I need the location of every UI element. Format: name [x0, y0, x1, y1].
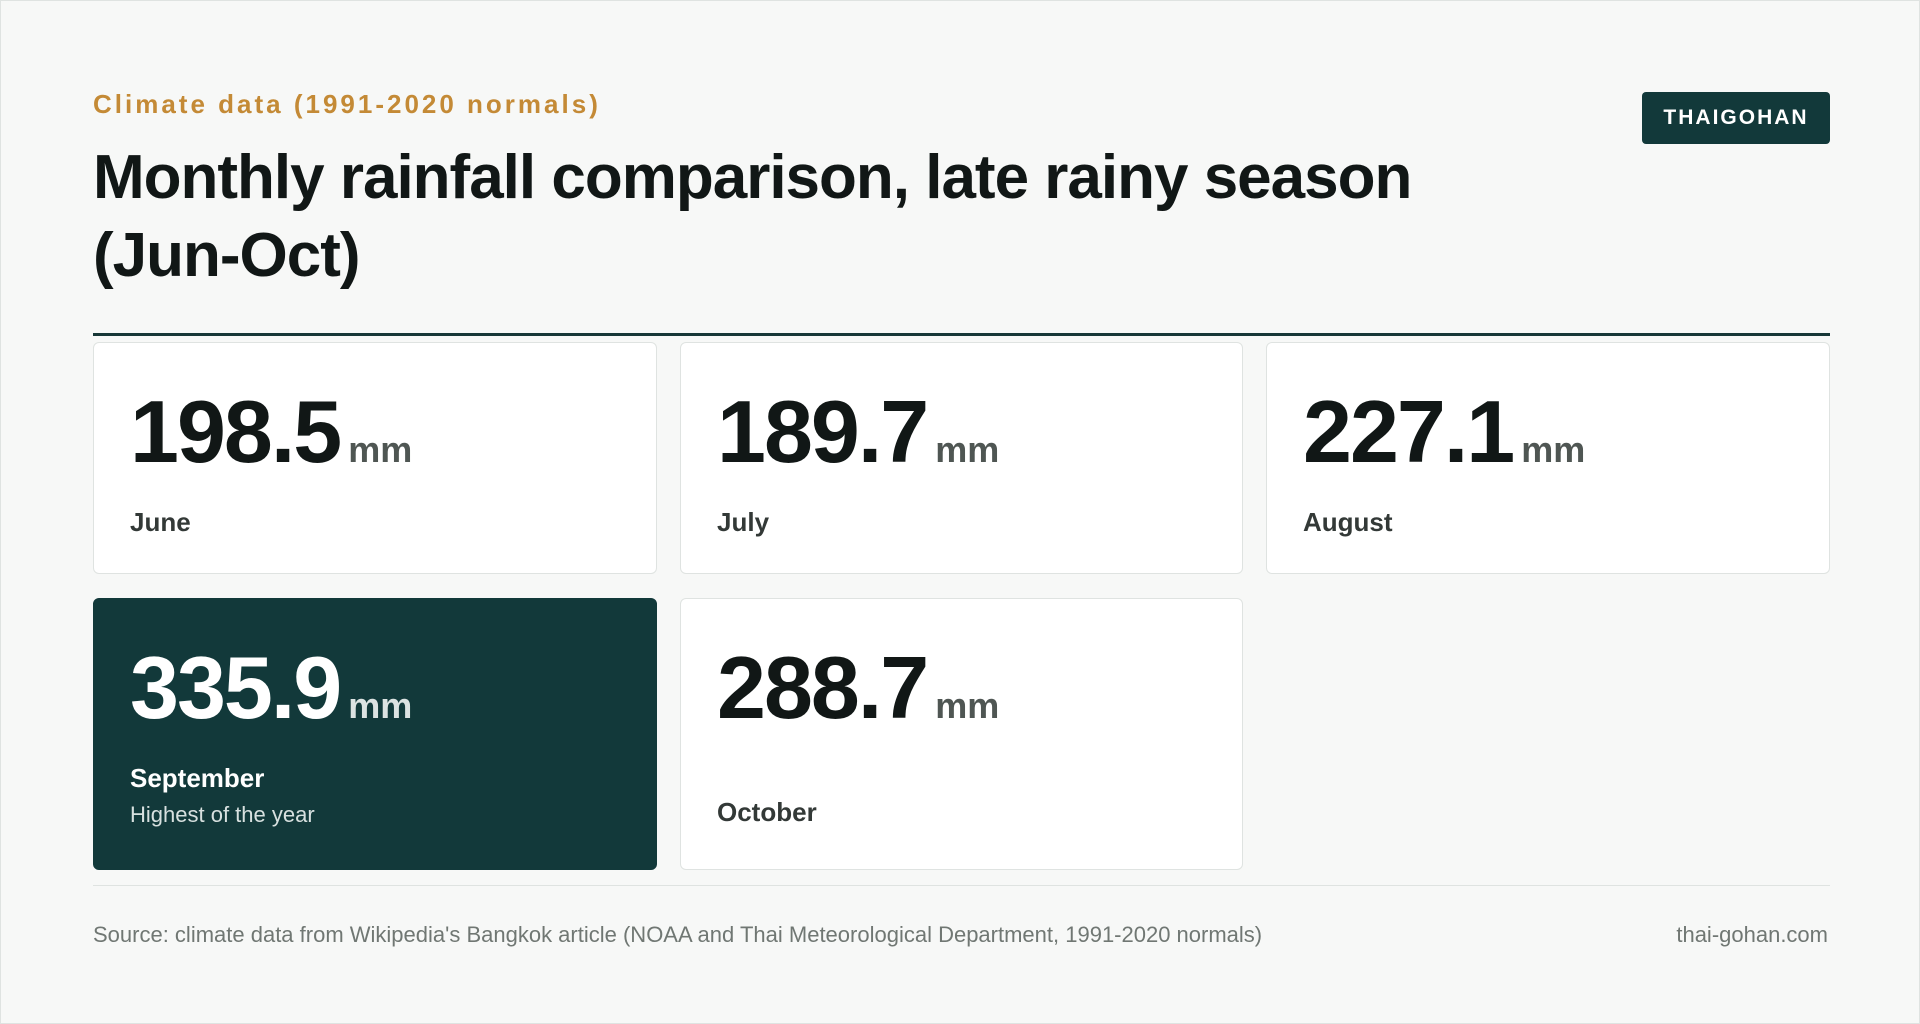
rainfall-card-september-highlight: 335.9 mm September Highest of the year [93, 598, 657, 870]
rainfall-card-october: 288.7 mm October [680, 598, 1243, 870]
rainfall-value: 189.7 [717, 382, 929, 481]
rainfall-value: 227.1 [1303, 382, 1515, 481]
site-domain: thai-gohan.com [1676, 922, 1828, 947]
rainfall-unit: mm [348, 685, 413, 726]
rainfall-value: 198.5 [130, 382, 342, 481]
rainfall-value-row: 198.5 mm [130, 386, 412, 478]
rainfall-card-august: 227.1 mm August [1266, 342, 1830, 574]
month-label: July [717, 507, 770, 537]
footer-divider [93, 885, 1830, 886]
page-title: Monthly rainfall comparison, late rainy … [93, 143, 1412, 290]
rainfall-value-row: 227.1 mm [1303, 386, 1585, 478]
rainfall-unit: mm [1521, 429, 1586, 470]
rainfall-card-july: 189.7 mm July [680, 342, 1243, 574]
brand-badge: THAIGOHAN [1642, 92, 1830, 144]
page-header: Climate data (1991-2020 normals) Monthly… [93, 85, 1830, 335]
rainfall-value: 288.7 [717, 638, 929, 737]
month-label: September [130, 763, 265, 793]
source-note: Source: climate data from Wikipedia's Ba… [93, 922, 1263, 947]
rainfall-unit: mm [935, 429, 1000, 470]
rainfall-card-june: 198.5 mm June [93, 342, 657, 574]
rainfall-card-grid: 198.5 mm June 189.7 mm July 227.1 mm August… [93, 342, 1830, 870]
rainfall-value-row: 288.7 mm [717, 642, 999, 734]
header-divider [93, 333, 1830, 336]
month-label: June [130, 507, 191, 537]
rainfall-value-row: 335.9 mm [130, 642, 412, 734]
month-label: August [1303, 507, 1393, 537]
rainfall-unit: mm [348, 429, 413, 470]
rainfall-value-row: 189.7 mm [717, 386, 999, 478]
section-kicker: Climate data (1991-2020 normals) [93, 89, 601, 119]
highest-note: Highest of the year [130, 802, 315, 827]
rainfall-value: 335.9 [130, 638, 342, 737]
month-label: October [717, 797, 817, 827]
rainfall-unit: mm [935, 685, 1000, 726]
